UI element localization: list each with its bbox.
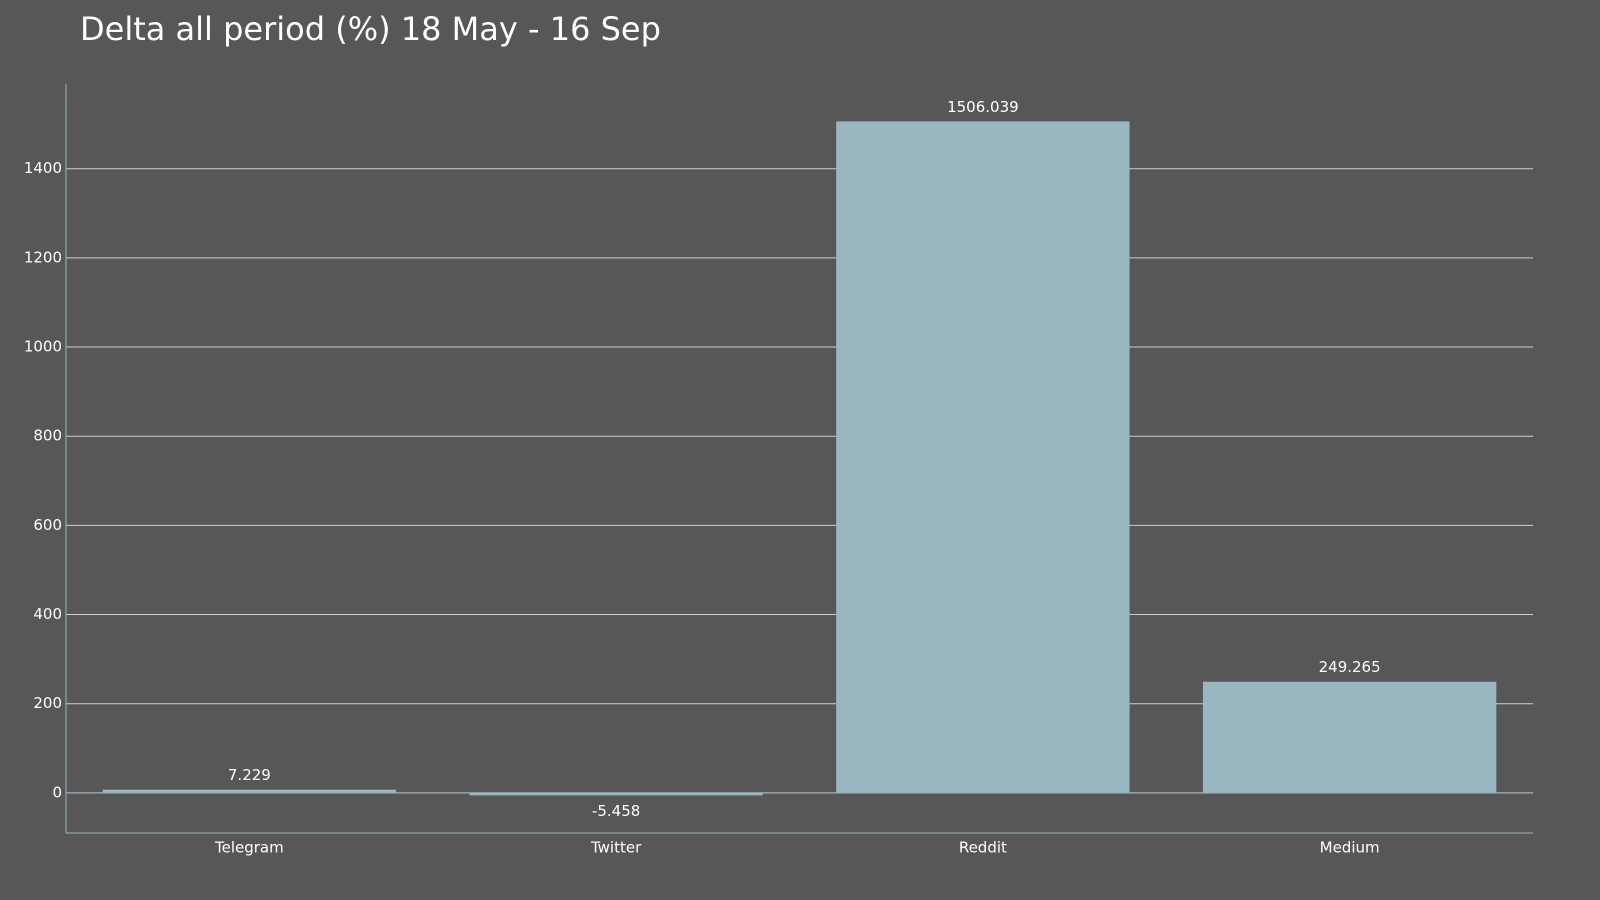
x-tick-label: Twitter xyxy=(590,839,642,857)
y-tick-label: 200 xyxy=(33,694,62,712)
bar xyxy=(469,792,763,796)
chart-title: Delta all period (%) 18 May - 16 Sep xyxy=(80,10,661,48)
y-tick-label: 1000 xyxy=(24,338,62,356)
value-label: 249.265 xyxy=(1319,658,1381,676)
value-label: 1506.039 xyxy=(947,98,1019,116)
y-tick-label: 1200 xyxy=(24,248,62,266)
x-tick-label: Medium xyxy=(1320,839,1380,857)
y-tick-label: 1400 xyxy=(24,159,62,177)
y-tick-label: 800 xyxy=(33,427,62,445)
y-tick-label: 400 xyxy=(33,605,62,623)
bar xyxy=(1202,681,1497,793)
bar xyxy=(102,789,397,793)
value-label: 7.229 xyxy=(228,766,271,784)
x-tick-label: Reddit xyxy=(959,839,1007,857)
x-tick-label: Telegram xyxy=(214,839,284,857)
bar xyxy=(836,121,1130,793)
y-tick-label: 600 xyxy=(33,516,62,534)
y-tick-label: 0 xyxy=(52,783,62,801)
value-label: -5.458 xyxy=(592,802,640,820)
